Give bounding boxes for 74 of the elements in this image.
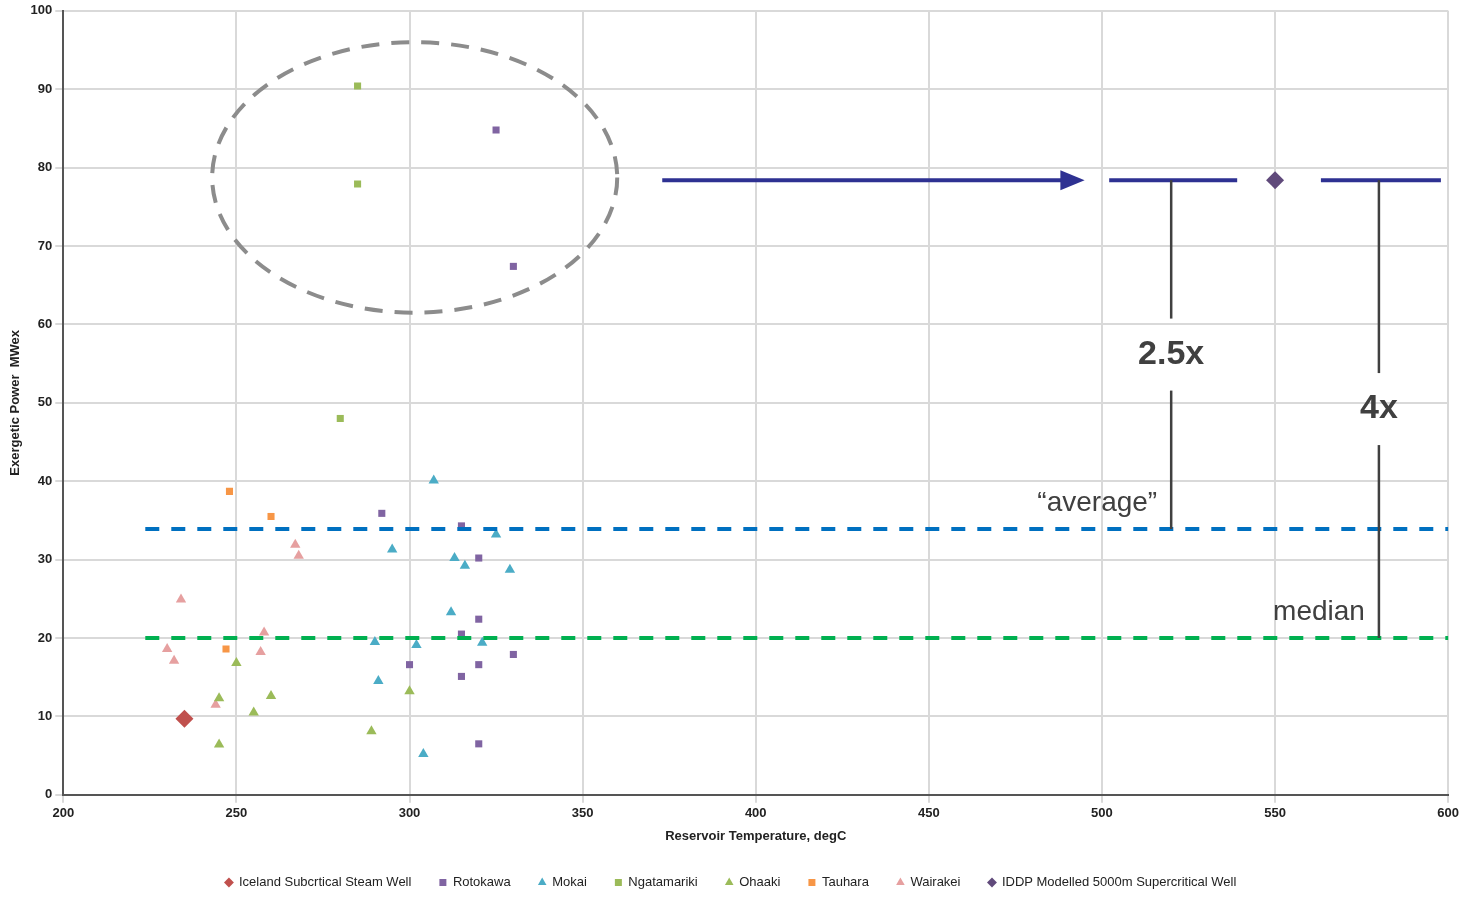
- point: [504, 563, 516, 573]
- point: [366, 725, 377, 735]
- legend-label: Mokai: [552, 874, 587, 890]
- point: [509, 262, 517, 270]
- x-tick-label: 500: [1091, 805, 1113, 821]
- point: [255, 646, 266, 656]
- y-tick-label: 50: [37, 394, 53, 410]
- legend-label: Iceland Subcrtical Steam Well: [238, 874, 412, 890]
- point: [369, 635, 381, 645]
- legend-label: Rotokawa: [452, 874, 512, 890]
- x-tick-label: 550: [1264, 805, 1286, 821]
- point: [418, 748, 429, 758]
- y-tick-label: 10: [37, 707, 53, 723]
- ref-line-label: “average”: [1037, 485, 1158, 517]
- y-tick-label: 70: [37, 237, 53, 253]
- point: [265, 690, 277, 700]
- y-tick-label: 20: [37, 629, 53, 645]
- y-tick-label: 80: [37, 159, 53, 175]
- point: [411, 639, 422, 649]
- legend-label: Tauhara: [821, 874, 870, 890]
- annotation: 4x: [1360, 387, 1398, 426]
- point: [445, 606, 457, 616]
- point: [222, 645, 230, 653]
- point: [457, 672, 465, 680]
- x-tick-label: 400: [744, 805, 767, 821]
- point: [477, 636, 488, 646]
- x-tick-label: 200: [52, 805, 75, 821]
- y-tick-label: 40: [37, 472, 53, 488]
- point: [267, 512, 275, 521]
- x-tick-label: 450: [917, 805, 940, 821]
- annotation: 2.5x: [1138, 332, 1205, 371]
- point: [405, 661, 414, 669]
- x-tick-label: 250: [225, 805, 248, 821]
- point: [475, 740, 483, 748]
- point: [161, 642, 173, 652]
- point: [175, 593, 187, 603]
- point: [336, 414, 344, 423]
- point: [354, 82, 362, 90]
- point: [231, 657, 242, 667]
- point: [225, 487, 234, 495]
- y-tick-label: 100: [30, 2, 53, 18]
- x-tick-label: 300: [398, 805, 421, 821]
- point: [168, 654, 180, 664]
- point: [509, 650, 517, 658]
- x-axis-title: Reservoir Temperature, degC: [665, 827, 847, 843]
- point: [175, 709, 194, 728]
- x-tick-label: 350: [571, 805, 594, 821]
- ref-line-label: median: [1273, 594, 1365, 626]
- legend-label: Ngatamariki: [628, 874, 698, 890]
- y-tick-label: 60: [37, 315, 53, 331]
- y-tick-label: 0: [45, 786, 53, 802]
- legend-label: Wairakei: [910, 874, 961, 890]
- y-tick-label: 90: [37, 80, 53, 96]
- y-tick-label: 30: [37, 551, 53, 567]
- point: [1266, 171, 1285, 190]
- point: [213, 692, 225, 702]
- point: [213, 738, 225, 748]
- point: [475, 661, 483, 669]
- point: [492, 126, 500, 134]
- point: [459, 559, 471, 569]
- point: [373, 675, 384, 685]
- point: [354, 180, 362, 188]
- point: [258, 626, 270, 636]
- point: [378, 509, 386, 517]
- point: [475, 615, 483, 623]
- point: [449, 552, 460, 562]
- legend-label: IDDP Modelled 5000m Supercritical Well: [1001, 874, 1237, 890]
- y-axis-title: Exergetic Power MWex: [7, 329, 23, 476]
- point: [293, 549, 304, 559]
- legend-label: Ohaaki: [739, 874, 781, 890]
- point: [290, 538, 301, 548]
- x-tick-label: 600: [1437, 805, 1460, 821]
- point: [475, 554, 483, 562]
- point: [404, 685, 415, 695]
